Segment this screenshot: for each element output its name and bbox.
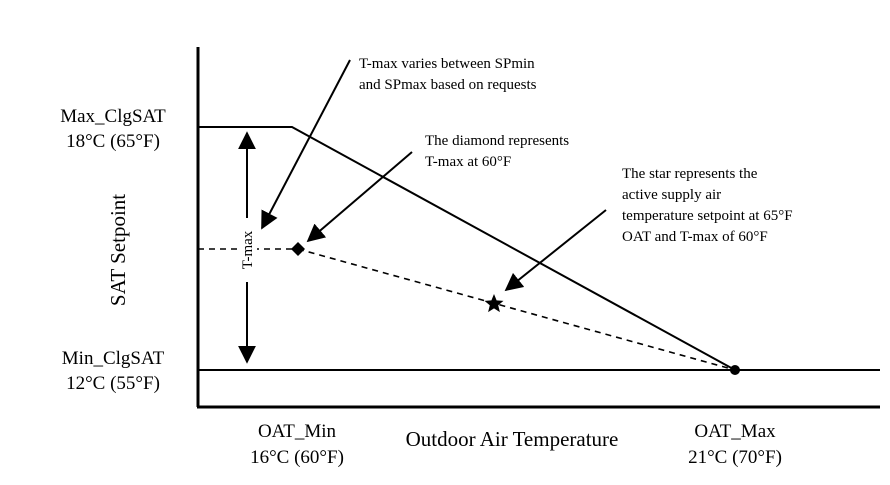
min-label-name: Min_ClgSAT xyxy=(62,348,165,369)
min-label-value: 12°C (55°F) xyxy=(66,373,160,394)
oat-min-label-value: 16°C (60°F) xyxy=(250,447,344,468)
max-label-value: 18°C (65°F) xyxy=(66,131,160,152)
max-sat-reset-line xyxy=(198,126,736,371)
tmax-reset-dashed-line xyxy=(297,248,736,371)
end-point-dot xyxy=(730,365,740,375)
annotation-1-arrow xyxy=(261,59,351,230)
annotation-3-line-4: OAT and T-max of 60°F xyxy=(622,229,768,245)
annotation-1-line-1: T-max varies between SPmin xyxy=(359,56,535,72)
oat-max-label-value: 21°C (70°F) xyxy=(688,447,782,468)
annotation-2-arrow xyxy=(306,151,413,243)
x-axis-title: Outdoor Air Temperature xyxy=(406,427,619,451)
y-axis-title: SAT Setpoint xyxy=(106,194,130,306)
annotation-3-line-2: active supply air xyxy=(622,187,721,203)
star-marker xyxy=(484,294,504,313)
annotation-2-line-2: T-max at 60°F xyxy=(425,154,511,170)
max-label-name: Max_ClgSAT xyxy=(60,106,166,127)
annotation-2-line-1: The diamond represents xyxy=(425,133,569,149)
annotation-1-line-2: and SPmax based on requests xyxy=(359,77,537,93)
oat-max-label-name: OAT_Max xyxy=(694,421,776,442)
tmax-label: T-max xyxy=(240,230,256,269)
tmax-label-bg xyxy=(237,218,257,282)
oat-min-label-name: OAT_Min xyxy=(258,421,337,442)
annotation-3-line-3: temperature setpoint at 65°F xyxy=(622,208,793,224)
annotation-3-arrow xyxy=(504,209,607,292)
diamond-marker xyxy=(291,242,305,256)
annotation-3-line-1: The star represents the xyxy=(622,166,758,182)
